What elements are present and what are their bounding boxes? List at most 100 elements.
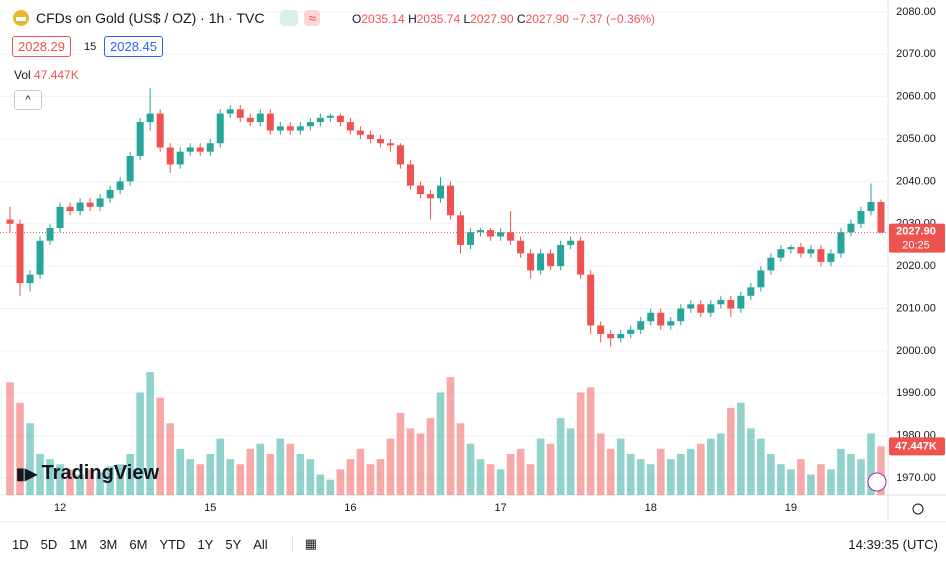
x-tick-label: 18 (645, 502, 657, 514)
candle-body (527, 253, 535, 271)
candle-body (597, 325, 605, 334)
volume-bar (266, 454, 275, 495)
x-tick-label: 16 (344, 502, 356, 514)
candle-body (817, 249, 825, 262)
volume-bar (206, 454, 215, 495)
candle-body (447, 185, 455, 216)
x-tick-label: 12 (54, 502, 66, 514)
candle-body (777, 249, 785, 258)
candle-body (126, 155, 134, 182)
volume-bar (867, 433, 875, 495)
dot-button[interactable] (280, 10, 299, 26)
volume-bar (6, 382, 14, 495)
watermark: ▮▶ TradingView (16, 462, 159, 485)
candle-body (306, 122, 314, 127)
candle-body (386, 143, 394, 146)
volume-bar (166, 423, 174, 495)
bid[interactable]: 2028.29 (12, 36, 71, 57)
range-button[interactable]: 1M (69, 536, 88, 552)
range-button[interactable]: 5Y (225, 536, 242, 552)
y-tick-label: 2020.00 (896, 260, 936, 272)
volume-bar (316, 474, 325, 495)
toolbar: 1D 5D 1M 3M 6M YTD 1Y 5Y All ▦ 14:39:35 (UTC) (0, 528, 946, 560)
range-button[interactable]: 1Y (197, 536, 214, 552)
y-tick-label: 2010.00 (896, 302, 936, 314)
candle-body (156, 113, 164, 148)
candle-body (727, 300, 735, 309)
range-button[interactable]: 5D (40, 536, 58, 552)
volume-bar (296, 454, 305, 495)
volume-bar (116, 464, 124, 495)
logo: ▮▶ (16, 466, 42, 483)
candle-body (406, 164, 414, 186)
volume-bar (56, 464, 64, 495)
y-tick-label: 2060.00 (896, 91, 936, 103)
volume-bar (36, 454, 44, 495)
volume-bar (646, 464, 655, 495)
volume-bar (787, 469, 795, 495)
candle-body (256, 113, 264, 123)
volume-bar (136, 392, 144, 495)
volume-legend: Vol 47.447K (14, 68, 79, 82)
symbol-icon (13, 10, 29, 26)
candle-body (176, 151, 184, 165)
volume-bar (516, 448, 525, 495)
y-tick-label: 2000.00 (896, 345, 936, 357)
candle-body (216, 113, 224, 144)
candle-body (697, 304, 705, 313)
volume-bar (636, 459, 645, 495)
candle-body (557, 244, 565, 267)
candle-body (747, 287, 755, 296)
volume-bar (76, 474, 84, 495)
range-button[interactable]: All (253, 536, 268, 552)
volume-bar (376, 459, 385, 495)
candle-body (537, 253, 545, 271)
volume-bar (576, 392, 585, 495)
vol-label: Vol (14, 68, 31, 82)
volume-bar (196, 464, 205, 495)
candle-body (767, 257, 775, 271)
date-range-icon[interactable]: ▦ (291, 536, 317, 552)
settings-icon[interactable] (912, 503, 924, 515)
candle-body (807, 249, 815, 254)
volume-bar (827, 469, 835, 495)
collapse-button[interactable]: ^ (14, 90, 42, 110)
candle-body (477, 230, 485, 233)
volume-bar (777, 464, 785, 495)
candle-body (677, 308, 685, 322)
volume-bar (286, 443, 295, 495)
candle-body (266, 113, 274, 131)
volume-bar (566, 428, 575, 495)
volume-bar (526, 464, 535, 495)
ohlc: O2035.14 H2035.74 L2027.90 C2027.90 −7.3… (352, 12, 655, 26)
candle-body (497, 232, 505, 237)
watermark-text: TradingView (41, 462, 160, 484)
candle-body (196, 147, 204, 152)
candle-body (326, 115, 334, 118)
ask[interactable]: 2028.45 (104, 36, 163, 57)
volume-bar (767, 454, 775, 495)
volume-bar (737, 402, 745, 495)
compare-button[interactable]: ≈ (304, 10, 321, 26)
volume-badge-label: 47.447K (895, 440, 937, 452)
range-button[interactable]: 3M (99, 536, 118, 552)
ohlc-key: C (516, 12, 526, 26)
ohlc-key: H (408, 12, 417, 26)
volume-bar (807, 474, 815, 495)
candle-body (426, 194, 434, 199)
volume-bar (747, 428, 755, 495)
candle-body (457, 215, 465, 245)
range-button[interactable]: YTD (159, 536, 186, 552)
volume-bar (396, 413, 405, 495)
volume-bar (656, 448, 665, 495)
range-button[interactable]: 6M (129, 536, 148, 552)
candle-body (436, 185, 444, 199)
candle-body (36, 240, 44, 275)
candle-body (737, 295, 745, 309)
volume-bar (276, 438, 285, 495)
spread: 15 (84, 41, 97, 53)
range-button[interactable]: 1D (12, 536, 29, 552)
volume-bar (877, 446, 885, 495)
candle-body (687, 304, 695, 309)
